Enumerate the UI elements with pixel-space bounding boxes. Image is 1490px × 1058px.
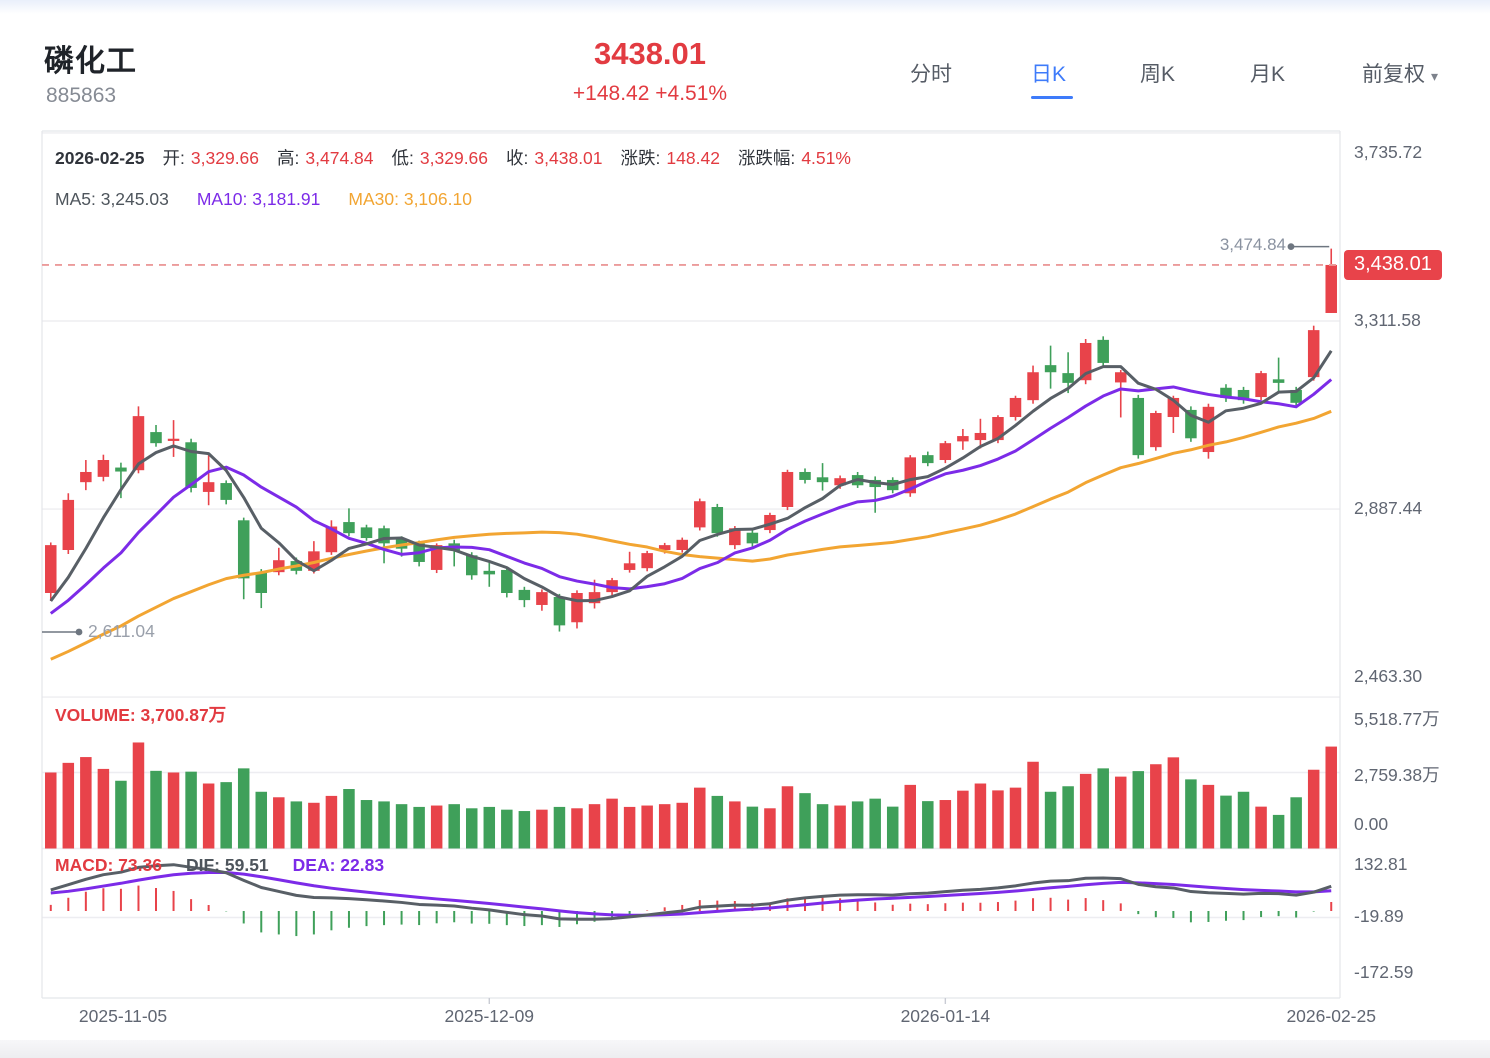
volume-axis-label: 2,759.38万	[1354, 765, 1440, 785]
macd-values-bar: MACD: 73.36 DIF: 59.51 DEA: 22.83	[55, 855, 408, 876]
ma-value: MA5: 3,245.03	[55, 189, 169, 209]
macd-axis-label: -19.89	[1354, 906, 1404, 926]
info-date: 2026-02-25	[55, 148, 145, 168]
volume-axis-label: 0.00	[1354, 814, 1389, 834]
info-field-label: 高:	[277, 148, 300, 168]
tab-monthly-k[interactable]: 月K	[1250, 63, 1286, 86]
macd-axis-label: -172.59	[1354, 962, 1414, 982]
price-axis-label: 3,735.72	[1354, 142, 1423, 162]
period-low-annotation: 2,611.04	[88, 621, 155, 641]
price-axis-label: 2,887.44	[1354, 498, 1423, 518]
info-field-value: 3,329.66	[419, 148, 489, 168]
tab-weekly-k[interactable]: 周K	[1140, 63, 1176, 86]
x-axis-date-label: 2026-02-25	[1286, 1006, 1376, 1026]
info-field-label: 涨跌:	[620, 148, 661, 168]
chevron-down-icon: ▾	[1431, 68, 1439, 84]
info-field-label: 涨跌幅:	[737, 148, 796, 168]
info-field-label: 开:	[162, 148, 185, 168]
top-accent-strip	[0, 0, 1490, 14]
ma-value: MA10: 3,181.91	[196, 189, 321, 209]
x-axis-date-label: 2025-12-09	[444, 1006, 535, 1026]
page-title: 磷化工	[44, 45, 137, 78]
volume-label: VOLUME: 3,700.87万	[55, 705, 227, 725]
x-axis-date-label: 2026-01-14	[900, 1006, 991, 1026]
current-price: 3438.01	[593, 36, 707, 71]
info-field-value: 3,474.84	[305, 148, 374, 168]
info-field-value: 148.42	[666, 148, 720, 168]
ma-value: MA30: 3,106.10	[348, 189, 472, 209]
macd-value: MACD: 73.36	[55, 855, 162, 875]
ohlc-info-bar: 2026-02-25 开: 3,329.66 高: 3,474.84 低: 3,329.66…	[55, 145, 851, 170]
info-field-label: 收:	[506, 148, 529, 168]
info-field-label: 低:	[391, 148, 414, 168]
bottom-strip	[0, 1040, 1490, 1058]
active-tab-underline	[1031, 96, 1073, 99]
ma-values-bar: MA5: 3,245.03 MA10: 3,181.91 MA30: 3,106.1…	[55, 189, 500, 210]
adjust-dropdown[interactable]: 前复权 ▾	[1362, 58, 1438, 88]
macd-axis-label: 132.81	[1354, 854, 1408, 874]
current-price-axis-badge: 3,438.01	[1344, 250, 1442, 280]
price-axis-label: 3,311.58	[1354, 310, 1421, 330]
info-field-value: 3,438.01	[534, 148, 603, 168]
stock-code: 885863	[46, 84, 117, 107]
price-axis-label: 2,463.30	[1354, 666, 1423, 686]
info-field-value: 4.51%	[801, 148, 851, 168]
tab-daily-k[interactable]: 日K	[1031, 63, 1067, 86]
macd-value: DIF: 59.51	[185, 855, 269, 875]
x-axis-date-label: 2025-11-05	[78, 1006, 168, 1026]
volume-axis-label: 5,518.77万	[1354, 709, 1440, 729]
macd-value: DEA: 22.83	[292, 855, 385, 875]
price-change: +148.42 +4.51%	[572, 82, 728, 105]
info-field-value: 3,329.66	[190, 148, 260, 168]
period-high-annotation: 3,474.84	[1219, 235, 1286, 254]
adjust-dropdown-label: 前复权	[1362, 63, 1425, 86]
tab-minute[interactable]: 分时	[910, 63, 952, 86]
